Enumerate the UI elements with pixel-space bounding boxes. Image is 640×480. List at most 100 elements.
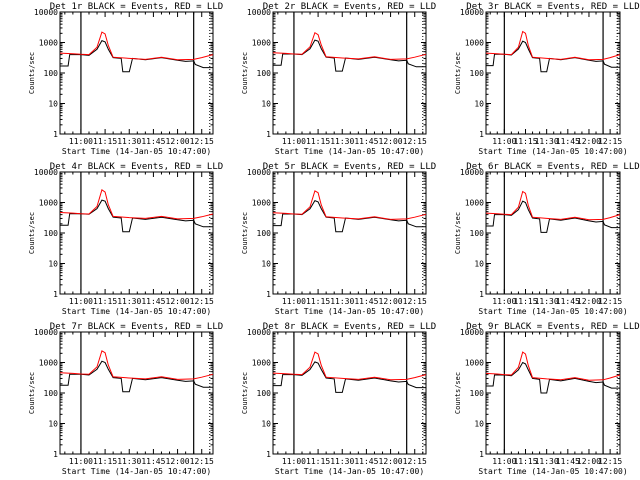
y-tick-label: 10000 (247, 328, 271, 337)
y-tick-label: 1000 (465, 359, 484, 368)
x-tick-label: 11:15 (93, 457, 117, 466)
plot-frame (272, 171, 427, 295)
chart-panel-4: Det 4r BLACK = Events, RED = LLD 1 10 100 10… (28, 162, 223, 316)
x-tick-label: 11:45 (354, 457, 378, 466)
x-tick-label: 11:15 (513, 297, 537, 306)
chart-panel-3: Det 3r BLACK = Events, RED = LLD 1 10 100 10… (454, 2, 640, 156)
series-line-lld (272, 31, 427, 60)
chart-title: Det 3r BLACK = Events, RED = LLD (466, 2, 639, 12)
x-tick-label: 11:00 (492, 297, 516, 306)
series-line-lld (272, 351, 427, 381)
x-axis-label: Start Time (14-Jan-05 10:47:00) (275, 147, 424, 156)
x-tick-label: 12:00 (379, 137, 403, 146)
x-tick-label: 12:00 (577, 457, 601, 466)
x-tick-label: 11:00 (282, 457, 306, 466)
y-tick-label: 1 (53, 130, 58, 139)
y-axis-label: Counts/sec (241, 372, 249, 414)
x-tick-label: 12:15 (403, 457, 427, 466)
x-tick-label: 11:30 (330, 457, 354, 466)
x-axis-label: Start Time (14-Jan-05 10:47:00) (275, 467, 424, 476)
y-tick-label: 100 (44, 229, 59, 238)
y-tick-label: 1000 (465, 39, 484, 48)
series-line-events (60, 39, 213, 73)
y-tick-label: 10 (261, 100, 271, 109)
x-tick-label: 11:00 (492, 137, 516, 146)
chart-title: Det 4r BLACK = Events, RED = LLD (50, 162, 223, 172)
y-tick-label: 10 (48, 100, 58, 109)
chart-panel-7: Det 7r BLACK = Events, RED = LLD 1 10 100 10… (28, 322, 223, 476)
x-tick-label: 11:45 (556, 137, 580, 146)
x-tick-label: 12:15 (598, 137, 622, 146)
series-line-lld (272, 190, 427, 220)
x-axis-label: Start Time (14-Jan-05 10:47:00) (62, 467, 211, 476)
x-tick-label: 11:30 (330, 137, 354, 146)
x-tick-label: 12:15 (190, 137, 214, 146)
plot-frame (59, 331, 214, 455)
x-tick-label: 12:00 (577, 137, 601, 146)
x-tick-label: 12:15 (403, 137, 427, 146)
y-tick-label: 10 (261, 260, 271, 269)
series-line-lld (59, 188, 214, 220)
chart-title: Det 5r BLACK = Events, RED = LLD (263, 162, 436, 172)
y-tick-label: 1 (266, 130, 271, 139)
x-tick-label: 11:45 (354, 297, 378, 306)
x-tick-label: 12:00 (166, 457, 190, 466)
y-tick-label: 10 (474, 420, 484, 429)
series-line-lld (59, 350, 214, 380)
x-tick-label: 12:00 (379, 457, 403, 466)
x-tick-label: 11:00 (492, 457, 516, 466)
x-tick-label: 11:30 (535, 457, 559, 466)
plot-frame (485, 331, 621, 455)
chart-panel-8: Det 8r BLACK = Events, RED = LLD 1 10 100 10… (241, 322, 436, 476)
x-tick-label: 12:00 (577, 297, 601, 306)
y-tick-label: 1 (266, 450, 271, 459)
x-tick-label: 11:45 (141, 137, 165, 146)
y-tick-label: 1 (266, 290, 271, 299)
y-tick-label: 1 (479, 290, 484, 299)
y-tick-label: 1 (479, 450, 484, 459)
y-tick-label: 1000 (465, 199, 484, 208)
x-tick-label: 11:15 (306, 457, 330, 466)
y-tick-label: 100 (470, 389, 485, 398)
series-line-lld (485, 30, 621, 61)
x-tick-label: 12:15 (190, 297, 214, 306)
y-tick-label: 1 (53, 290, 58, 299)
y-tick-label: 10 (474, 100, 484, 109)
series-line-events (273, 39, 426, 72)
chart-panel-1: Det 1r BLACK = Events, RED = LLD 1 10 100 10… (28, 2, 223, 156)
series-line-events (486, 200, 620, 233)
y-axis-label: Counts/sec (454, 212, 462, 254)
y-tick-label: 1000 (252, 39, 271, 48)
chart-title: Det 8r BLACK = Events, RED = LLD (263, 322, 436, 332)
x-axis-label: Start Time (14-Jan-05 10:47:00) (478, 467, 627, 476)
chart-panel-6: Det 6r BLACK = Events, RED = LLD 1 10 100 10… (454, 162, 640, 316)
x-tick-label: 11:15 (306, 297, 330, 306)
y-tick-label: 10 (474, 260, 484, 269)
plot-frame (485, 11, 621, 135)
series-line-events (273, 361, 426, 393)
y-tick-label: 1000 (39, 359, 58, 368)
x-tick-label: 12:00 (166, 297, 190, 306)
x-tick-label: 11:15 (93, 137, 117, 146)
x-axis-label: Start Time (14-Jan-05 10:47:00) (62, 307, 211, 316)
y-tick-label: 1000 (252, 359, 271, 368)
y-tick-label: 100 (257, 389, 272, 398)
x-tick-label: 11:45 (354, 137, 378, 146)
plot-frame (59, 171, 214, 295)
series-line-lld (485, 351, 621, 381)
x-tick-label: 11:00 (69, 137, 93, 146)
y-tick-label: 100 (44, 69, 59, 78)
x-tick-label: 12:15 (598, 457, 622, 466)
series-line-lld (485, 190, 621, 221)
x-tick-label: 11:45 (141, 457, 165, 466)
y-tick-label: 10000 (460, 8, 484, 17)
x-tick-label: 11:45 (141, 297, 165, 306)
chart-title: Det 6r BLACK = Events, RED = LLD (466, 162, 639, 172)
x-tick-label: 11:00 (282, 297, 306, 306)
chart-title: Det 2r BLACK = Events, RED = LLD (263, 2, 436, 12)
x-tick-label: 11:30 (117, 137, 141, 146)
chart-title: Det 1r BLACK = Events, RED = LLD (50, 2, 223, 12)
y-tick-label: 10000 (247, 168, 271, 177)
chart-panel-2: Det 2r BLACK = Events, RED = LLD 1 10 100 10… (241, 2, 436, 156)
